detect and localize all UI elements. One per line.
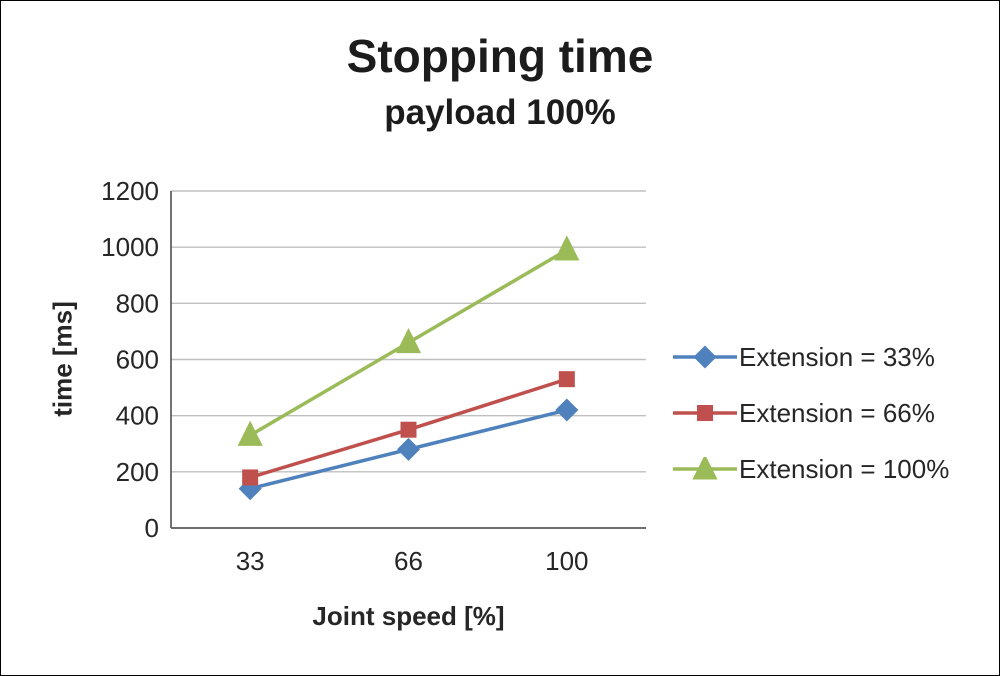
legend-marker-square-icon (673, 405, 737, 421)
svg-text:200: 200 (116, 457, 159, 487)
chart-subtitle: payload 100% (384, 93, 616, 132)
legend-label: Extension = 66% (739, 397, 935, 428)
svg-text:0: 0 (145, 513, 159, 543)
legend-item: Extension = 100% (673, 441, 949, 497)
chart-title: Stopping time (346, 30, 654, 82)
svg-text:33: 33 (236, 546, 265, 576)
svg-text:1000: 1000 (101, 232, 159, 262)
legend-label: Extension = 100% (739, 453, 950, 484)
svg-text:100: 100 (545, 546, 588, 576)
svg-text:600: 600 (116, 345, 159, 375)
legend-label: Extension = 33% (739, 341, 935, 372)
legend-item: Extension = 33% (673, 329, 949, 385)
legend-marker-triangle-icon (673, 457, 737, 480)
svg-text:800: 800 (116, 288, 159, 318)
svg-text:66: 66 (394, 546, 423, 576)
legend-item: Extension = 66% (673, 385, 949, 441)
legend: Extension = 33% Extension = 66% Extensio… (673, 329, 949, 497)
legend-marker-diamond-icon (673, 345, 737, 369)
y-axis-label: time [ms] (47, 301, 78, 417)
svg-text:400: 400 (116, 401, 159, 431)
svg-text:1200: 1200 (101, 176, 159, 206)
x-axis-label: Joint speed [%] (312, 601, 505, 631)
